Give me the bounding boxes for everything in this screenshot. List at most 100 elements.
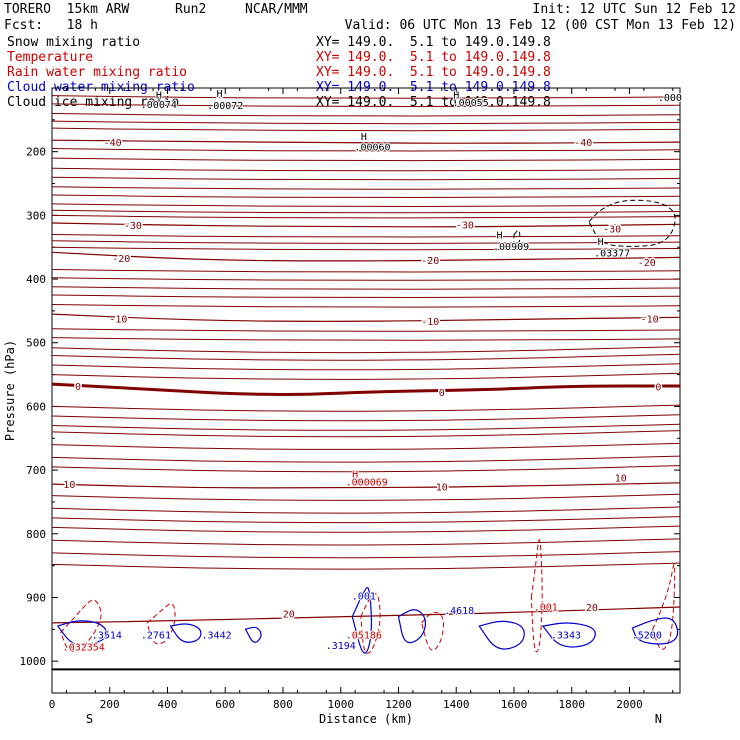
north-endpoint-label: N (655, 712, 662, 726)
extremum-label: H (361, 132, 367, 143)
isotherm-label: -10 (641, 315, 659, 326)
x-axis-label: Distance (km) (319, 712, 413, 726)
x-tick-label: 1400 (443, 698, 470, 711)
y-tick-label: 800 (26, 528, 46, 541)
isotherm-line (51, 328, 681, 332)
isotherm-line (51, 493, 681, 501)
isotherm-label: -40 (104, 138, 122, 149)
isotherm-line (51, 103, 681, 108)
extremum-label: .4618 (444, 606, 474, 617)
x-tick-label: 1800 (558, 698, 585, 711)
plot-frame (51, 87, 681, 694)
isotherm-line (51, 346, 681, 354)
y-tick-label: 700 (26, 464, 46, 477)
valid-time: Valid: 06 UTC Mon 13 Feb 12 (00 CST Mon … (344, 18, 736, 33)
cloud-water-contour (541, 622, 596, 648)
snow-contour (513, 229, 521, 247)
rain-water-contour (360, 593, 381, 654)
extremum-label: .3442 (202, 630, 232, 641)
isotherm-label: -30 (603, 225, 621, 236)
x-tick-label: 1000 (327, 698, 354, 711)
isotherm-label: -20 (421, 256, 439, 267)
extremum-label: H (156, 90, 162, 101)
isotherm-line (51, 127, 681, 132)
org-label: NCAR/MMM (245, 2, 308, 17)
isotherm-line (51, 516, 681, 524)
isotherm-line (51, 337, 681, 341)
isotherm-line (51, 551, 681, 559)
extremum-label: .001 (534, 602, 558, 613)
isotherm-line (51, 455, 681, 463)
isotherm-line (51, 304, 681, 308)
forecast-hour: Fcst: 18 h (4, 18, 98, 33)
isotherm-label: -30 (456, 220, 474, 231)
isotherm-label: 10 (615, 474, 627, 485)
legend-entry: Cloud ice mixing ratio (7, 95, 180, 110)
legend-xy: XY= 149.0. 5.1 to 149.0.149.8 (316, 65, 551, 80)
isotherm-label: -20 (112, 254, 130, 265)
rain-water-contour (146, 603, 176, 645)
isotherm-label: -10 (109, 315, 127, 326)
extremum-label: H (497, 230, 503, 241)
isotherm-20 (51, 606, 681, 624)
isotherm-line (51, 353, 681, 361)
extremum-label: H (352, 469, 358, 480)
isotherm-line (51, 269, 681, 273)
isotherm-label: 20 (283, 609, 295, 620)
isotherm-line (51, 506, 681, 514)
isotherm-line (51, 538, 681, 546)
y-tick-label: 200 (26, 146, 46, 159)
isotherm-minus10 (51, 313, 681, 322)
isotherm-line (51, 240, 681, 244)
extremum-label: .00060 (354, 143, 390, 154)
y-axis-label: Pressure (hPa) (3, 340, 17, 441)
legend-xy: XY= 149.0. 5.1 to 149.0.149.8 (316, 35, 551, 50)
isotherm-line (51, 176, 681, 181)
extremum-label: .3194 (326, 641, 356, 652)
extremum-label: .00055 (453, 98, 489, 109)
x-tick-label: 400 (158, 698, 178, 711)
legend-entry: Temperature (7, 50, 94, 65)
isotherm-line (51, 404, 681, 412)
extremum-label: .5200 (632, 630, 662, 641)
isotherm-minus40 (51, 139, 681, 144)
isotherm-line (51, 442, 681, 450)
y-tick-label: 500 (26, 337, 46, 350)
y-tick-label: 900 (26, 591, 46, 604)
isotherm-line (51, 430, 681, 438)
cloud-water-contour (631, 617, 679, 645)
isotherm-line (51, 525, 681, 533)
isotherm-label: -40 (574, 138, 592, 149)
isotherm-line (51, 234, 681, 238)
x-tick-label: 1600 (501, 698, 528, 711)
isotherm-line (51, 277, 681, 281)
extremum-label: .3514 (92, 630, 122, 641)
extremum-label: .00072 (207, 101, 243, 112)
isotherm-line (51, 372, 681, 380)
isotherm-minus30 (51, 222, 681, 228)
legend-entry: Rain water mixing ratio (7, 65, 188, 80)
isotherm-line (51, 203, 681, 208)
isotherm-label: 0 (439, 388, 445, 399)
extremum-label: .000069 (346, 478, 388, 489)
x-tick-label: 800 (273, 698, 293, 711)
isotherm-label: 10 (63, 480, 75, 491)
x-tick-label: 2000 (616, 698, 643, 711)
isotherm-line (51, 186, 681, 190)
isotherm-10 (51, 482, 681, 489)
isotherm-label: 10 (436, 483, 448, 494)
cloud-water-contour (56, 620, 108, 646)
x-tick-label: 600 (215, 698, 235, 711)
isotherm-label: 0 (655, 383, 661, 394)
y-tick-label: 1000 (20, 655, 47, 668)
rain-water-contour (530, 539, 543, 653)
model-title: TORERO 15km ARW (4, 2, 130, 17)
isotherm-line (51, 120, 681, 125)
isotherm-label: -30 (124, 221, 142, 232)
isotherm-line (51, 214, 681, 219)
isotherm-line (51, 148, 681, 152)
extremum-label: .03377 (594, 248, 630, 259)
y-tick-label: 400 (26, 273, 46, 286)
y-tick-label: 300 (26, 209, 46, 222)
x-tick-label: 200 (100, 698, 120, 711)
